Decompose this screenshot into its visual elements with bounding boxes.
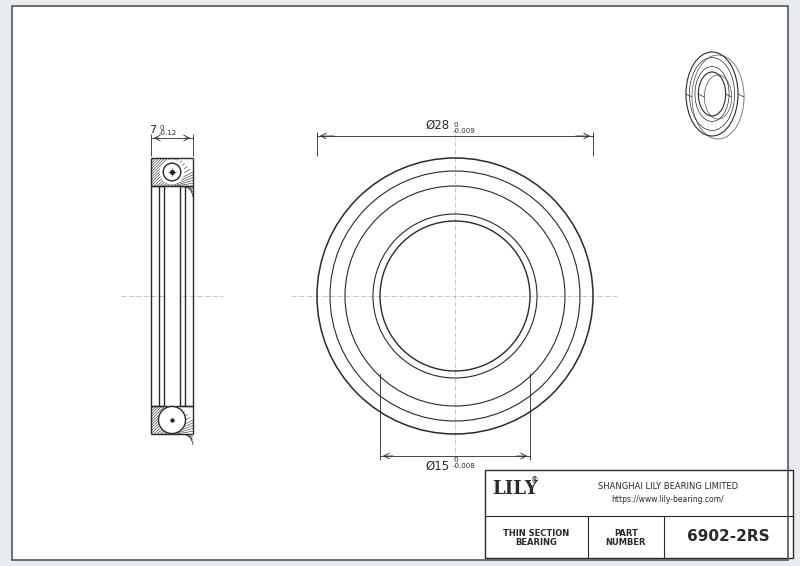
Circle shape (160, 160, 184, 185)
Text: PART: PART (614, 529, 638, 538)
Circle shape (158, 406, 186, 434)
Bar (485, 470, 793, 558)
Text: BEARING: BEARING (516, 538, 558, 547)
Text: https://www.lily-bearing.com/: https://www.lily-bearing.com/ (612, 495, 724, 504)
Bar (165, 186, 179, 406)
Text: 0: 0 (159, 125, 163, 131)
Text: ®: ® (531, 477, 538, 486)
Text: -0.008: -0.008 (453, 463, 476, 469)
Text: Ø15: Ø15 (426, 460, 450, 473)
Ellipse shape (163, 163, 181, 181)
Text: -0.009: -0.009 (453, 128, 476, 134)
Text: SHANGHAI LILY BEARING LIMITED: SHANGHAI LILY BEARING LIMITED (598, 482, 738, 491)
Text: Ø28: Ø28 (426, 119, 450, 132)
Text: 0: 0 (453, 122, 458, 128)
Text: 6902-2RS: 6902-2RS (687, 529, 770, 544)
Text: LILY: LILY (492, 480, 538, 498)
Text: NUMBER: NUMBER (606, 538, 646, 547)
Text: 7: 7 (149, 125, 156, 135)
Text: THIN SECTION: THIN SECTION (503, 529, 570, 538)
Text: 0: 0 (453, 457, 458, 463)
Text: -0.12: -0.12 (159, 130, 177, 136)
Circle shape (158, 406, 186, 434)
